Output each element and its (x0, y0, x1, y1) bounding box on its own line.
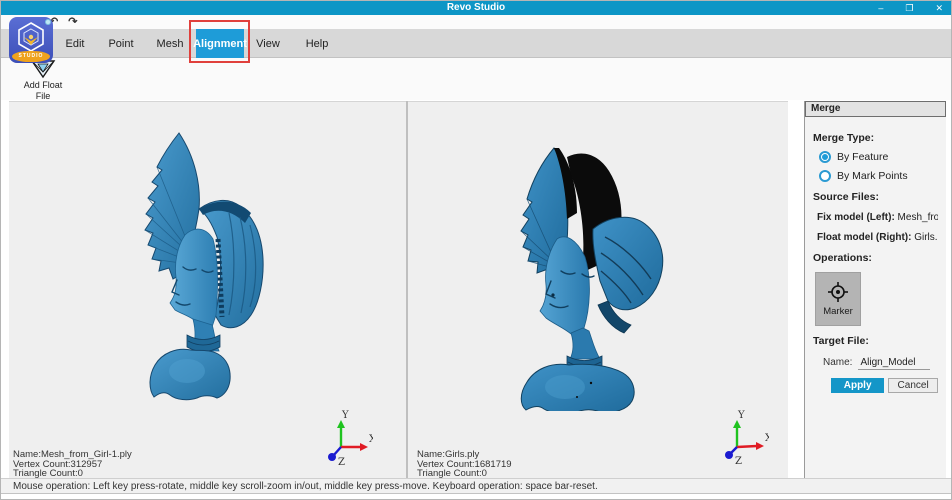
radio-by-feature[interactable]: By Feature (819, 151, 938, 163)
add-float-file-label-line1: Add Float (23, 80, 63, 90)
axis-triad-right: Y X Z (725, 410, 769, 467)
float-model-name: Name:Girls.ply (417, 449, 480, 460)
logo-corner-dot (45, 19, 51, 25)
status-bar: Mouse operation: Left key press-rotate, … (1, 478, 951, 493)
axis-z-label: Z (735, 456, 742, 467)
axis-y-label: Y (737, 410, 745, 421)
radio-by-mark-points[interactable]: By Mark Points (819, 170, 938, 182)
radio-icon-by-mark-points[interactable] (819, 170, 831, 182)
cancel-button[interactable]: Cancel (888, 378, 938, 393)
source-files-label: Source Files: (813, 191, 879, 203)
redo-icon[interactable]: ↷ (68, 16, 78, 28)
fix-model-info: Name:Mesh_from_Girl-1.ply Vertex Count:3… (13, 450, 132, 479)
tab-alignment[interactable]: Alignment (193, 29, 247, 58)
logo-studio-banner: STUDIO (12, 51, 50, 62)
radio-icon-by-feature[interactable] (819, 151, 831, 163)
axis-x-label: X (369, 434, 373, 445)
name-label: Name: (823, 357, 853, 368)
menu-edit[interactable]: Edit (65, 37, 85, 50)
marker-crosshair-icon (828, 282, 848, 302)
add-float-file-button[interactable]: Add Float File (17, 59, 69, 101)
marker-button[interactable]: Marker (815, 272, 861, 326)
target-file-label: Target File: (813, 335, 869, 347)
operations-label: Operations: (813, 252, 872, 264)
target-name-input[interactable]: Align_Model (858, 357, 931, 370)
menu-mesh[interactable]: Mesh (156, 37, 184, 50)
app-logo: STUDIO (9, 17, 53, 63)
menu-bar: Edit Point Mesh Alignment View Help (1, 29, 951, 58)
menu-help[interactable]: Help (305, 37, 329, 50)
merge-type-label: Merge Type: (813, 132, 875, 144)
merge-panel: Merge Merge Type: By Feature By Mark Poi… (804, 101, 946, 492)
quick-access-strip (1, 15, 951, 29)
axis-y-label: Y (341, 410, 349, 421)
minimize-button[interactable]: – (878, 3, 884, 13)
fix-model-row: Fix model (Left): Mesh_from_ Girl-1.ply (817, 212, 938, 223)
window-title: Revo Studio (446, 2, 506, 13)
fix-model-name: Name:Mesh_from_Girl-1.ply (13, 449, 132, 460)
axis-z-label: Z (338, 457, 345, 468)
viewport-divider[interactable] (406, 101, 408, 478)
float-model-pointcloud[interactable] (481, 121, 701, 411)
add-float-file-icon (30, 60, 56, 79)
apply-button[interactable]: Apply (831, 378, 885, 393)
add-float-file-label-line2: File (35, 91, 51, 101)
maximize-button[interactable]: ❐ (905, 3, 914, 13)
merge-panel-title: Merge (805, 101, 946, 117)
title-bar[interactable]: Revo Studio – ❐ ✕ (1, 1, 951, 15)
status-message: Mouse operation: Left key press-rotate, … (13, 481, 598, 492)
fix-model-vertices: Vertex Count:312957 (13, 458, 103, 470)
window-bottom-edge (1, 493, 951, 499)
float-model-info: Name:Girls.ply Vertex Count:1681719 Tria… (417, 450, 512, 479)
axis-x-label: X (765, 433, 769, 444)
float-model-vertices: Vertex Count:1681719 (417, 458, 512, 470)
ribbon-toolbar (1, 58, 951, 100)
menu-point[interactable]: Point (108, 37, 134, 50)
menu-view[interactable]: View (256, 37, 280, 50)
marker-button-label: Marker (823, 306, 853, 317)
axis-triad-left: Y X Z (328, 410, 373, 468)
close-button[interactable]: ✕ (935, 3, 943, 13)
float-model-row: Float model (Right): Girls.ply (817, 232, 938, 243)
undo-icon[interactable]: ↶ (49, 16, 59, 28)
fix-model-triangles: Triangle Count:0 (13, 468, 83, 479)
float-model-triangles: Triangle Count:0 (417, 468, 487, 479)
fix-model-mesh[interactable] (141, 101, 341, 401)
